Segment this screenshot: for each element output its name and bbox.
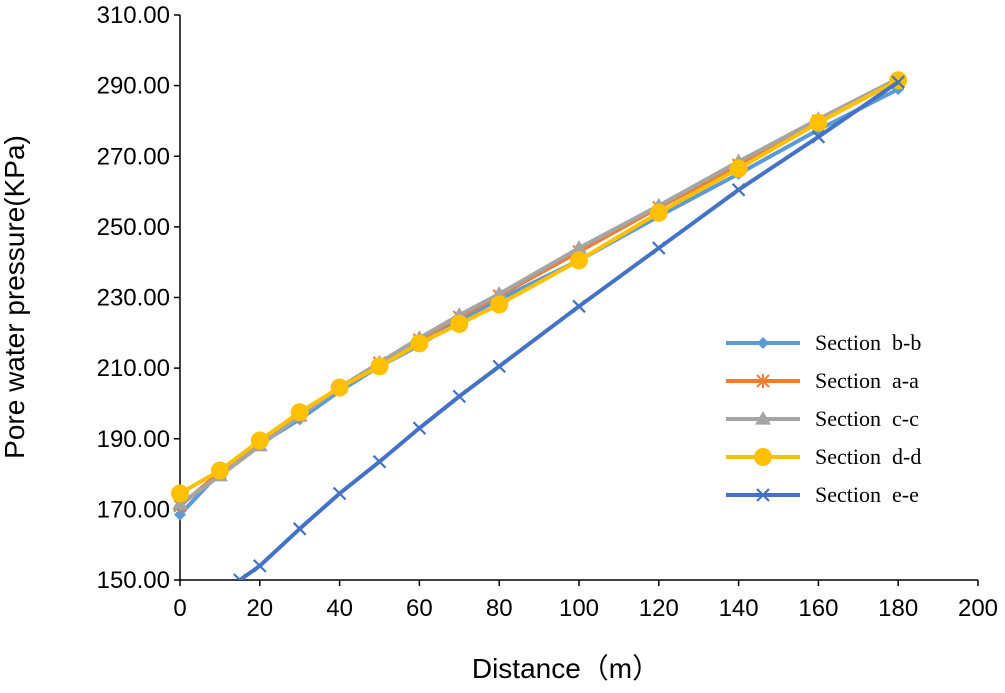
y-tick-label: 310.00 (97, 2, 170, 29)
data-point (330, 378, 349, 397)
data-point (412, 421, 427, 435)
data-point (174, 508, 186, 521)
data-point (253, 559, 267, 573)
x-tick-label: 20 (246, 595, 273, 622)
data-point (332, 486, 347, 501)
y-tick-label: 250.00 (97, 214, 170, 241)
series-5 (233, 75, 905, 580)
x-tick-label: 140 (719, 595, 759, 622)
y-tick-label: 170.00 (97, 496, 170, 523)
data-point (450, 314, 469, 333)
legend: Section b-b Section a-a Section c-c Section… (726, 330, 921, 507)
axes: 150.00 170.00 190.00 210.00 230.00 250.00 270.… (97, 2, 998, 622)
data-point (652, 241, 666, 255)
x-tick-label: 120 (639, 595, 679, 622)
data-point (570, 251, 588, 270)
x-tick-label: 80 (486, 595, 513, 622)
data-point (210, 461, 229, 480)
y-tick-label: 230.00 (97, 285, 170, 312)
data-point (370, 357, 389, 376)
x-tick-label: 40 (326, 595, 353, 622)
y-tick-label: 290.00 (97, 73, 170, 100)
legend-item: Section c-c (726, 406, 919, 431)
legend-marker (754, 448, 772, 466)
data-point (649, 203, 668, 222)
x-tick-label: 180 (878, 595, 918, 622)
legend-item: Section a-a (726, 368, 919, 393)
data-point (492, 359, 506, 374)
legend-label: Section d-d (815, 444, 921, 469)
data-point (172, 496, 188, 510)
data-point (572, 299, 586, 314)
legend-item: Section b-b (726, 330, 921, 355)
data-point (809, 113, 828, 132)
legend-marker (755, 411, 771, 425)
data-point (290, 403, 309, 422)
series-4 (171, 71, 908, 503)
data-point (292, 522, 307, 536)
legend-label: Section a-a (815, 368, 919, 393)
x-tick-label: 100 (559, 595, 599, 622)
x-axis-title: Distance（m） (472, 653, 660, 684)
data-point (731, 183, 746, 197)
series-line (238, 80, 900, 580)
x-tick-label: 0 (173, 595, 186, 622)
data-point (891, 75, 905, 89)
data-point (250, 431, 269, 450)
data-point (372, 454, 387, 469)
data-point (729, 159, 748, 178)
y-tick-label: 270.00 (97, 143, 170, 170)
legend-item: Section d-d (726, 444, 921, 469)
y-tick-label: 190.00 (97, 426, 170, 453)
series-line (179, 78, 900, 496)
y-tick-label: 150.00 (97, 567, 170, 594)
y-axis-title: Pore water pressure(KPa) (0, 135, 30, 459)
legend-item: Section e-e (726, 482, 919, 507)
legend-label: Section e-e (815, 482, 919, 507)
y-tick-label: 210.00 (97, 355, 170, 382)
series-layer (171, 70, 908, 580)
legend-marker (756, 488, 770, 502)
x-tick-label: 200 (958, 595, 998, 622)
series-line (178, 76, 900, 506)
x-tick-label: 60 (406, 595, 433, 622)
data-point (171, 484, 189, 503)
legend-label: Section b-b (815, 330, 921, 355)
legend-marker (756, 374, 770, 388)
data-point (571, 240, 587, 254)
data-point (233, 573, 247, 580)
data-point (811, 130, 826, 144)
data-point (410, 334, 429, 353)
x-tick-label: 160 (798, 595, 838, 622)
series-2 (173, 73, 905, 513)
legend-label: Section c-c (815, 406, 919, 431)
data-point (491, 285, 508, 300)
legend-marker (757, 337, 769, 349)
data-point (452, 389, 467, 404)
data-point (490, 295, 509, 314)
